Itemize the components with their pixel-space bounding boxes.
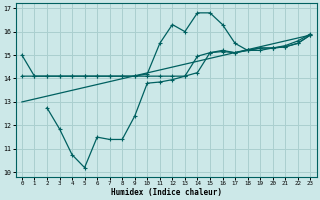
X-axis label: Humidex (Indice chaleur): Humidex (Indice chaleur)	[111, 188, 221, 197]
